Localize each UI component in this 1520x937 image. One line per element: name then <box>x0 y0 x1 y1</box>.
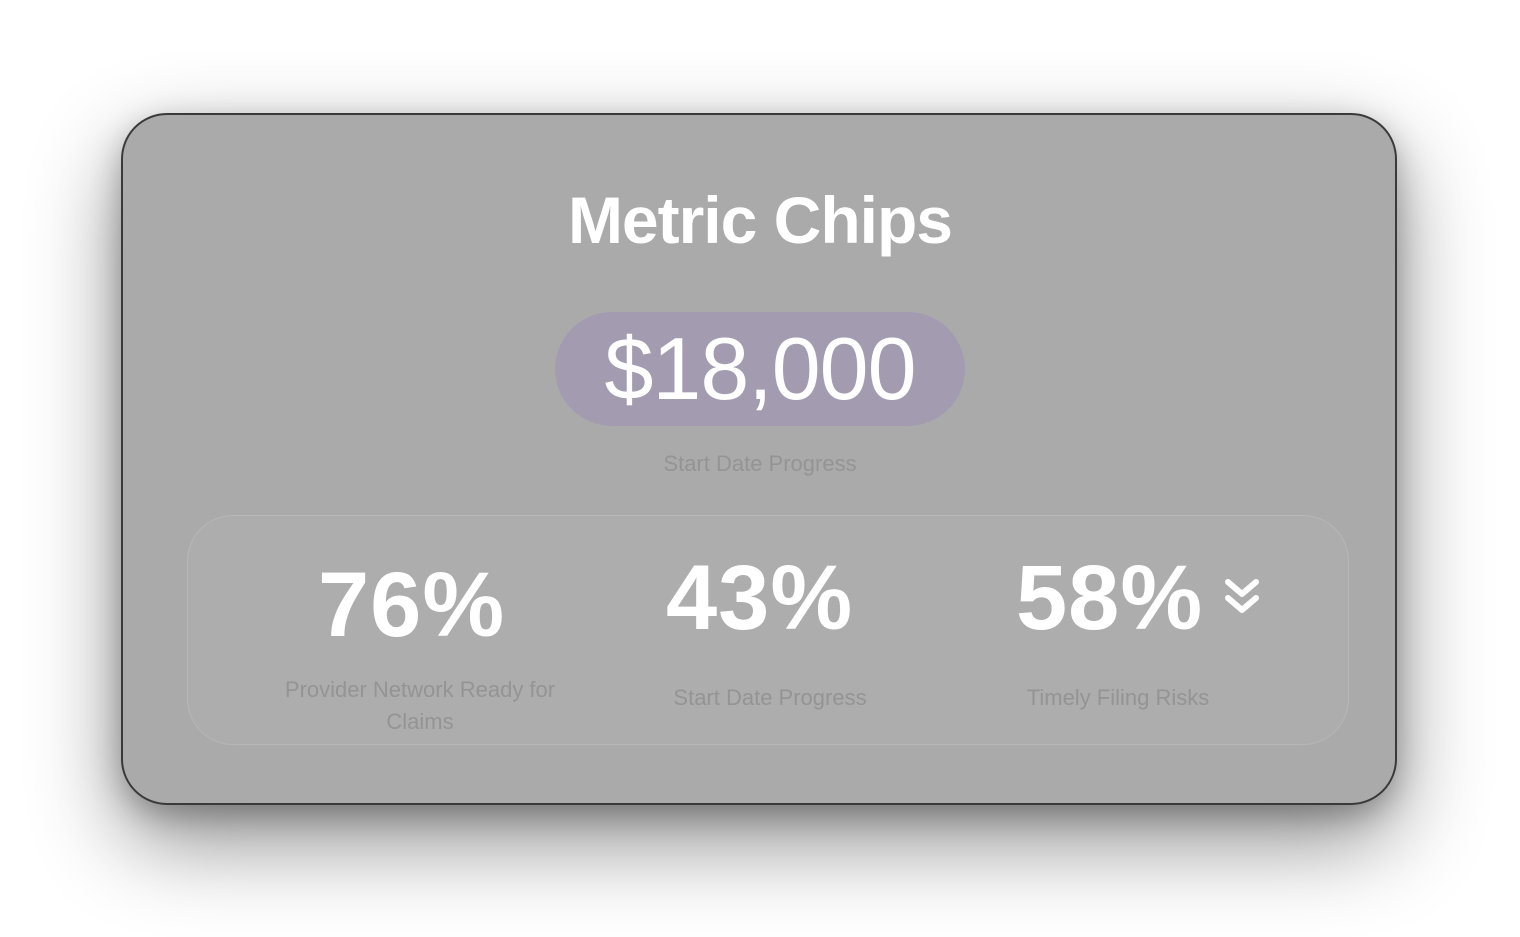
metric-value: 58% <box>1016 547 1204 649</box>
metric-label: Provider Network Ready for Claims <box>284 677 556 734</box>
hero-metric-chip: $18,000 <box>555 312 965 426</box>
card-title: Metric Chips <box>567 183 953 257</box>
metric-value: 76% <box>318 554 506 656</box>
metrics-panel <box>187 515 1349 745</box>
metric-label: Start Date Progress <box>673 685 867 710</box>
metric-label: Timely Filing Risks <box>1026 685 1210 710</box>
double-chevron-down-icon <box>1225 579 1259 613</box>
hero-metric-label: Start Date Progress <box>663 451 857 476</box>
metric-value: 43% <box>666 547 854 649</box>
hero-metric-value: $18,000 <box>604 319 916 418</box>
